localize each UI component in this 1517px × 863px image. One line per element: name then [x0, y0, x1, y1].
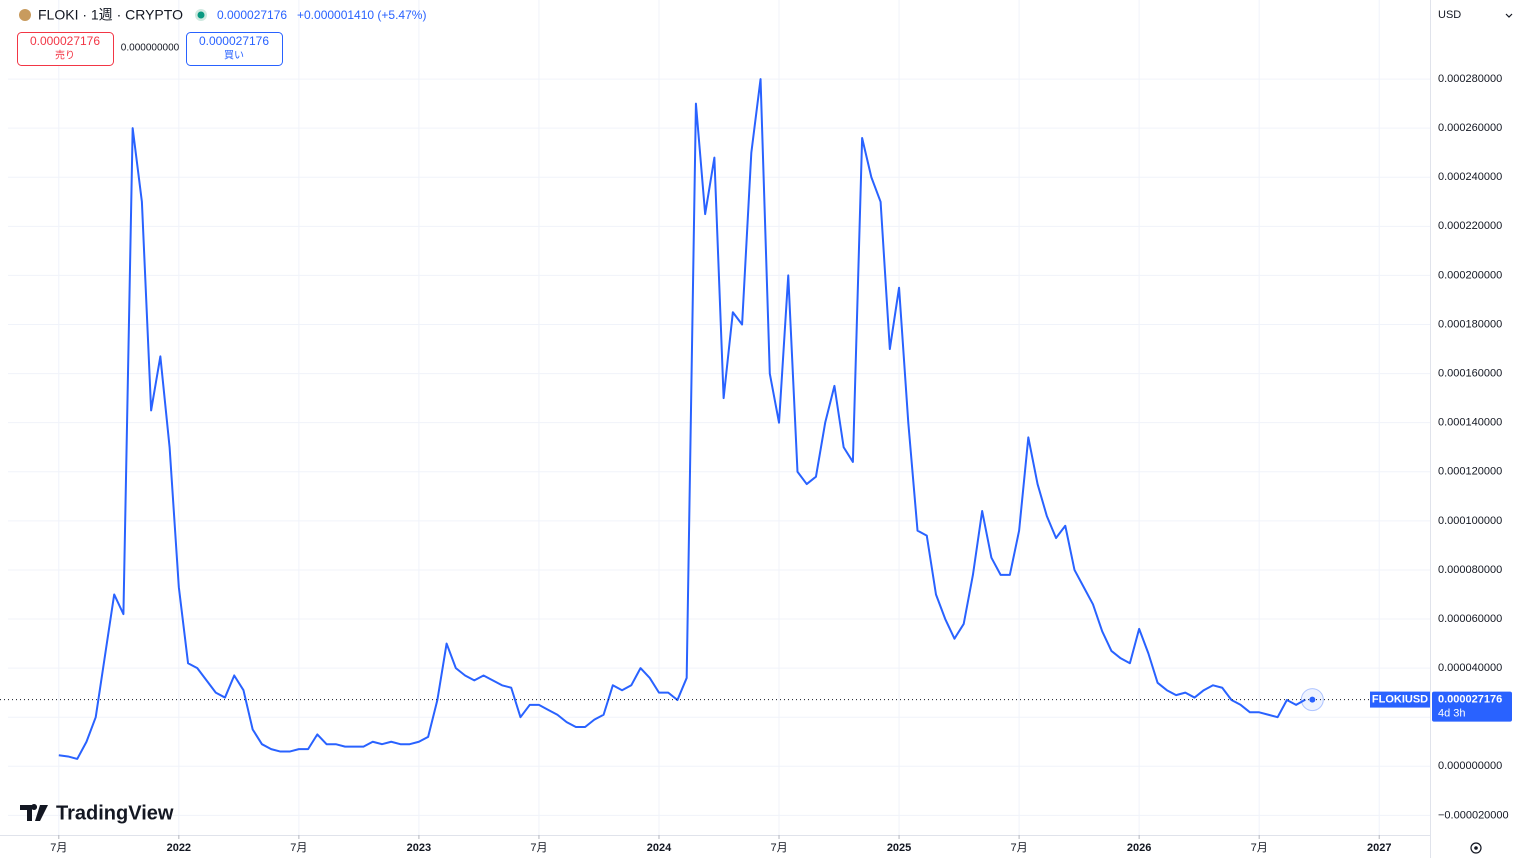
settings-icon[interactable]: [1470, 842, 1482, 854]
y-tick-label: 0.000060000: [1438, 613, 1502, 625]
settings-ring[interactable]: [1470, 842, 1482, 854]
y-tick-label: 0.000200000: [1438, 269, 1502, 281]
y-tick-label: 0.000260000: [1438, 122, 1502, 134]
x-tick-label: 7月: [50, 842, 67, 854]
countdown: 4d 3h: [1438, 707, 1466, 719]
last-point: [1309, 696, 1316, 703]
x-tick-label: 2025: [887, 842, 911, 854]
currency-box[interactable]: [1431, 0, 1517, 28]
y-tick-label: −0.000020000: [1438, 809, 1509, 821]
symbol-label-box: [1370, 691, 1430, 708]
x-tick-label: 7月: [1251, 842, 1268, 854]
x-tick-label: 2026: [1127, 842, 1151, 854]
y-tick-label: 0.000100000: [1438, 515, 1502, 527]
buy-price[interactable]: 0.000027176: [199, 34, 269, 48]
price-change: +0.000001410 (+5.47%): [297, 8, 426, 22]
price-label-box: [1432, 691, 1512, 722]
y-tick-label: 0.000180000: [1438, 318, 1502, 330]
spread: 0.000000000: [121, 43, 180, 54]
y-tick-label: 0.000080000: [1438, 564, 1502, 576]
y-tick-label: 0.000280000: [1438, 73, 1502, 85]
sell-price[interactable]: 0.000027176: [30, 34, 100, 48]
x-tick-label: 2024: [647, 842, 672, 854]
y-tick-label: 0.000240000: [1438, 171, 1502, 183]
y-tick-label: 0.000120000: [1438, 466, 1502, 478]
y-tick-label: 0.000220000: [1438, 220, 1502, 232]
last-price: 0.000027176: [217, 8, 287, 22]
currency-dropdown[interactable]: USD: [1431, 0, 1517, 28]
status-dot: [197, 11, 205, 19]
axes: −0.0000200000.0000000000.0000200000.0000…: [50, 73, 1512, 854]
settings-dot[interactable]: [1474, 846, 1478, 850]
watermark: TradingView: [20, 802, 174, 824]
y-tick-label: 0.000040000: [1438, 662, 1502, 674]
logo-mark: [20, 804, 48, 821]
y-tick-label: 0.000140000: [1438, 417, 1502, 429]
x-tick-label: 2027: [1367, 842, 1391, 854]
x-tick-label: 7月: [1011, 842, 1028, 854]
sell-button[interactable]: 0.000027176 売り: [17, 32, 114, 66]
sell-label[interactable]: 売り: [55, 49, 75, 62]
symbol-title: FLOKI · 1週 · CRYPTO: [38, 7, 183, 23]
y-tick-label: 0.000160000: [1438, 368, 1502, 380]
sell-box[interactable]: [17, 32, 114, 66]
dropdown-arrow[interactable]: [1505, 13, 1513, 18]
price-line: [58, 78, 1306, 760]
x-tick-label: 7月: [530, 842, 547, 854]
currency[interactable]: USD: [1438, 9, 1461, 21]
plot: [0, 78, 1430, 760]
buy-box[interactable]: [186, 32, 283, 66]
symbol-label: FLOKIUSD: [1372, 693, 1428, 705]
x-tick-label: 2022: [167, 842, 191, 854]
buy-label[interactable]: 買い: [224, 50, 244, 62]
x-tick-label: 7月: [770, 842, 787, 854]
watermark-text: TradingView: [56, 802, 174, 824]
buy-button[interactable]: 0.000027176 買い: [186, 32, 283, 66]
symbol-icon: [19, 9, 31, 21]
x-tick-label: 7月: [290, 842, 307, 854]
price-label: 0.000027176: [1438, 693, 1502, 705]
x-tick-label: 2023: [407, 842, 431, 854]
y-tick-label: 0.000000000: [1438, 760, 1502, 772]
